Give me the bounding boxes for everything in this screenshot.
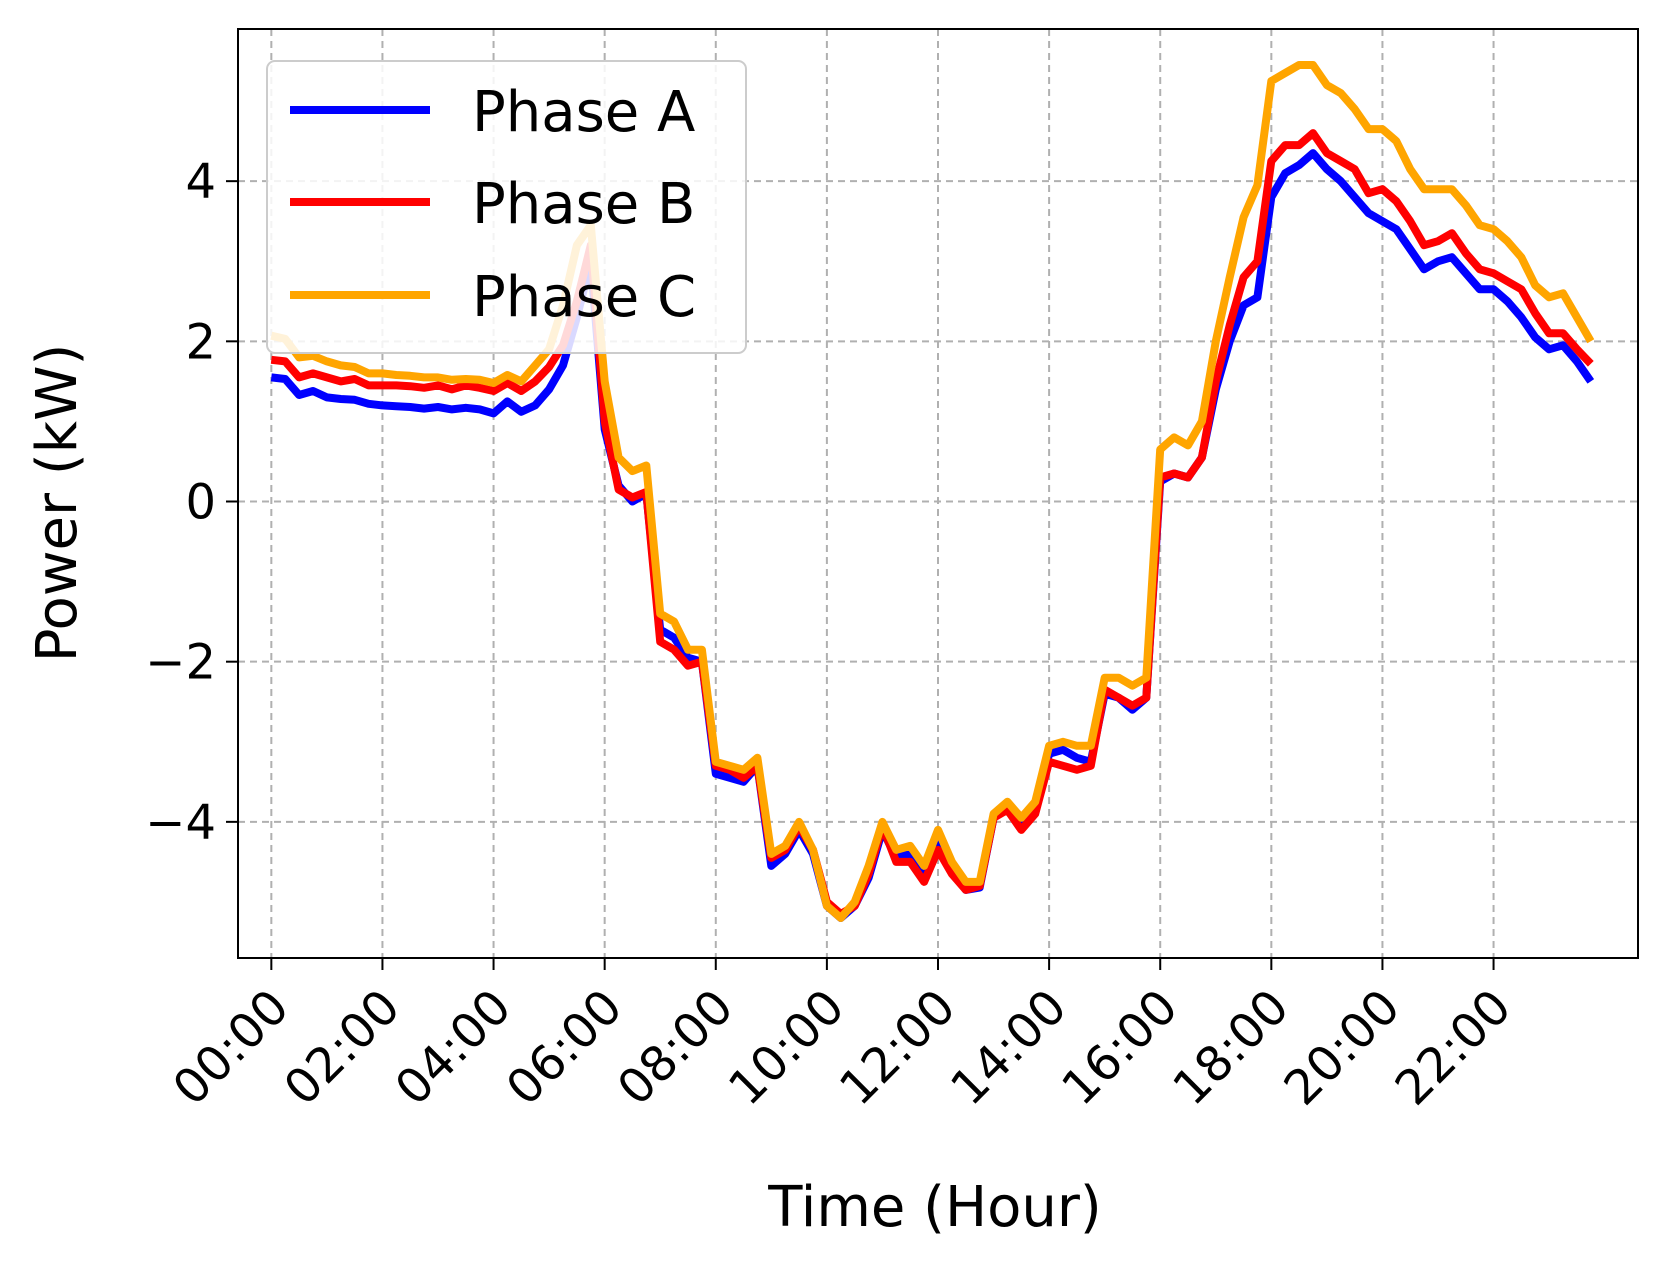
y-tick-label-1: −2 <box>145 635 216 691</box>
legend-box <box>266 60 747 354</box>
y-tick-label-2: 0 <box>185 475 216 531</box>
x-axis-label: Time (Hour) <box>767 1175 1101 1240</box>
y-tick-label-3: 2 <box>185 314 216 370</box>
series-line-phase-b <box>270 129 1594 918</box>
legend: Phase A Phase B Phase C <box>266 60 747 354</box>
series-lines <box>270 61 1595 922</box>
y-axis-label: Power (kW) <box>25 344 90 663</box>
y-tick-label-4: 4 <box>185 154 216 210</box>
legend-label-phase-b: Phase B <box>472 172 695 237</box>
series-line-phase-c <box>270 61 1595 922</box>
legend-label-phase-a: Phase A <box>472 80 695 145</box>
legend-label-phase-c: Phase C <box>472 265 696 330</box>
y-axis-ticks: −4 −2 0 2 4 <box>145 154 238 851</box>
y-tick-label-0: −4 <box>145 795 216 851</box>
